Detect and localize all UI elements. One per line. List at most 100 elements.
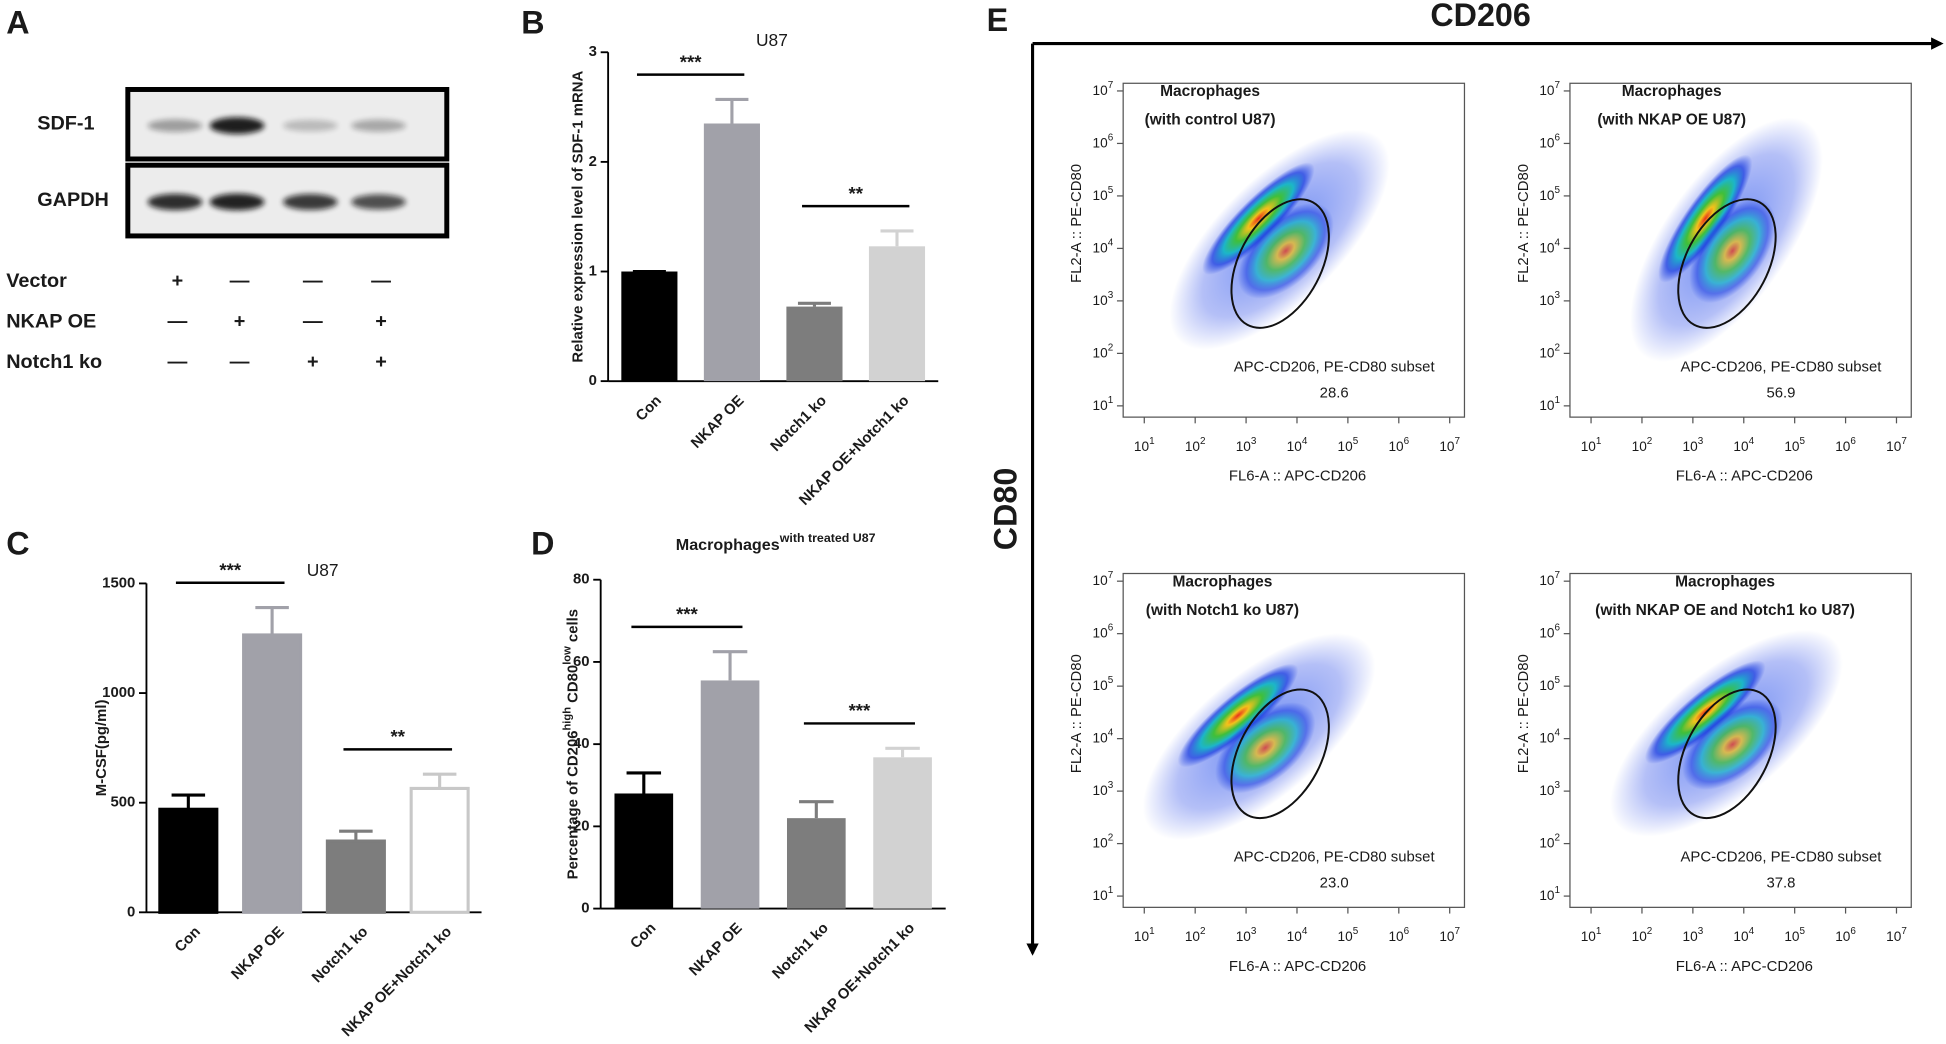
tick-base: 10 (1185, 439, 1201, 454)
condition-label: NKAP OE (6, 310, 96, 332)
x-tick-label: 107 (1886, 436, 1907, 453)
tick-exp: 4 (1108, 728, 1114, 739)
gate-label: APC-CD206, PE-CD80 subset (1680, 850, 1882, 866)
x-tick-label: Notch1 ko (768, 393, 830, 455)
significance-label: ** (848, 183, 863, 204)
y-tick-label: 107 (1093, 570, 1114, 587)
plot-title: (with NKAP OE U87) (1597, 112, 1746, 129)
blot-band (209, 193, 265, 211)
x-axis-label: FL6-A :: APC-CD206 (1676, 469, 1813, 485)
tick-exp: 3 (1555, 290, 1561, 301)
x-tick-label: 103 (1236, 926, 1257, 943)
tick-base: 10 (1388, 439, 1404, 454)
bar (621, 271, 678, 382)
tick-base: 10 (1388, 929, 1404, 944)
panel-label: D (531, 526, 554, 562)
tick-exp: 2 (1647, 926, 1653, 937)
tick-exp: 7 (1108, 570, 1114, 581)
tick-base: 10 (1784, 929, 1800, 944)
y-tick-label: 105 (1093, 675, 1114, 692)
tick-exp: 3 (1555, 780, 1561, 791)
tick-base: 10 (1093, 293, 1109, 308)
bar (786, 818, 846, 909)
y-tick-label: 0 (589, 373, 597, 389)
tick-base: 10 (1236, 439, 1252, 454)
tick-exp: 5 (1353, 436, 1359, 447)
x-axis-label: FL6-A :: APC-CD206 (1229, 959, 1366, 975)
blot-band (282, 194, 338, 210)
x-tick-label: 104 (1287, 926, 1308, 943)
tick-base: 10 (1539, 835, 1555, 850)
title-text: Macrophages (676, 536, 780, 554)
y-tick-label: 102 (1539, 833, 1560, 850)
bar (868, 246, 926, 382)
tick-exp: 3 (1251, 436, 1257, 447)
condition-sign: + (375, 310, 387, 332)
tick-exp: 7 (1455, 926, 1461, 937)
tick-exp: 7 (1555, 80, 1561, 91)
bar (325, 839, 386, 914)
tick-base: 10 (1835, 439, 1851, 454)
tick-exp: 2 (1200, 436, 1206, 447)
plot-title: Macrophages (1160, 83, 1260, 100)
y-tick-label: 80 (573, 572, 590, 588)
tick-base: 10 (1093, 135, 1109, 150)
blot-band (209, 117, 265, 135)
error-bar (799, 800, 834, 819)
tick-base: 10 (1539, 783, 1555, 798)
x-tick-label: Con (633, 393, 665, 425)
condition-sign: — (371, 270, 391, 292)
bar (614, 793, 674, 909)
tick-exp: 2 (1555, 833, 1561, 844)
tick-exp: 5 (1555, 675, 1561, 686)
tick-exp: 1 (1596, 926, 1602, 937)
bar (242, 633, 303, 914)
condition-sign: + (307, 351, 319, 373)
y-tick-label: 101 (1539, 395, 1560, 412)
panel-label: A (6, 4, 29, 40)
tick-exp: 4 (1749, 436, 1755, 447)
tick-base: 10 (1093, 573, 1109, 588)
error-bar (885, 746, 920, 758)
tick-base: 10 (1632, 929, 1648, 944)
x-tick-label: 103 (1683, 436, 1704, 453)
density-plot (1142, 633, 1376, 840)
y-label-text: Relative expression level of SDF-1 mRNA (570, 71, 586, 363)
gate-label: APC-CD206, PE-CD80 subset (1234, 359, 1436, 375)
title-text: U87 (307, 560, 339, 580)
tick-base: 10 (1287, 929, 1303, 944)
y-label-text: CD80 (565, 665, 581, 707)
x-tick-label: 101 (1581, 926, 1602, 943)
tick-exp: 1 (1149, 436, 1155, 447)
y-tick-label: 101 (1093, 395, 1114, 412)
tick-exp: 3 (1108, 290, 1114, 301)
condition-sign: — (168, 310, 188, 332)
tick-exp: 2 (1555, 343, 1561, 354)
error-bar (422, 772, 457, 789)
x-tick-label: Notch1 ko (309, 924, 371, 986)
panel-label: C (6, 526, 29, 562)
significance-label: *** (219, 559, 241, 580)
error-bar (171, 793, 206, 810)
tick-base: 10 (1093, 835, 1109, 850)
tick-base: 10 (1539, 678, 1555, 693)
x-tick-label: 105 (1784, 436, 1805, 453)
plot-title: (with Notch1 ko U87) (1146, 602, 1299, 619)
x-tick-label: 106 (1388, 436, 1409, 453)
y-tick-label: 103 (1093, 780, 1114, 797)
tick-base: 10 (1093, 345, 1109, 360)
tick-base: 10 (1287, 439, 1303, 454)
tick-base: 10 (1338, 439, 1354, 454)
tick-exp: 2 (1108, 833, 1114, 844)
error-bar (255, 605, 289, 635)
y-axis-label: FL2-A :: PE-CD80 (1069, 164, 1085, 283)
gate-value: 23.0 (1320, 876, 1349, 892)
condition-sign: — (230, 270, 250, 292)
y-axis-label: Relative expression level of SDF-1 mRNA (570, 71, 586, 363)
tick-exp: 7 (1901, 436, 1907, 447)
y-tick-label: 107 (1539, 80, 1560, 97)
tick-base: 10 (1093, 240, 1109, 255)
panel-label: E (987, 2, 1009, 38)
density-cloud (1202, 162, 1315, 275)
tick-base: 10 (1683, 439, 1699, 454)
